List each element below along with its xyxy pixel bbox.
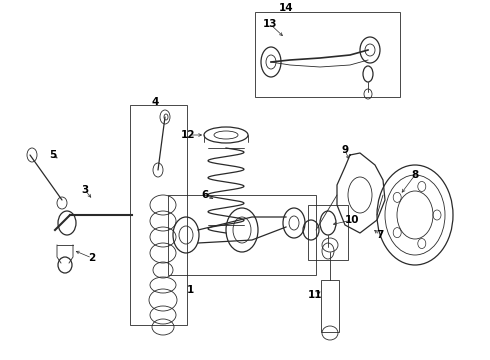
Bar bbox=[130, 105, 187, 325]
Text: 2: 2 bbox=[88, 253, 96, 263]
Text: 4: 4 bbox=[151, 97, 159, 107]
Bar bbox=[255, 12, 400, 97]
Bar bbox=[168, 195, 316, 275]
Text: 12: 12 bbox=[181, 130, 195, 140]
Bar bbox=[321, 280, 339, 332]
Text: 9: 9 bbox=[342, 145, 348, 155]
Text: 10: 10 bbox=[345, 215, 359, 225]
Text: 14: 14 bbox=[279, 3, 294, 13]
Text: 13: 13 bbox=[263, 19, 277, 29]
Text: 11: 11 bbox=[308, 290, 322, 300]
Text: 6: 6 bbox=[201, 190, 209, 200]
Text: 5: 5 bbox=[49, 150, 57, 160]
Text: 7: 7 bbox=[376, 230, 384, 240]
Bar bbox=[308, 205, 348, 260]
Text: 1: 1 bbox=[186, 285, 194, 295]
Text: 8: 8 bbox=[412, 170, 418, 180]
Text: 3: 3 bbox=[81, 185, 89, 195]
